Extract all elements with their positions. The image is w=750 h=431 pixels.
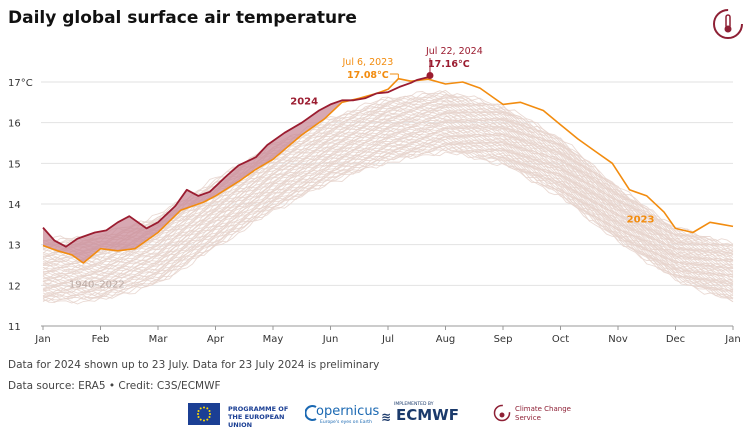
x-tick-label: Apr bbox=[207, 334, 225, 345]
series-2024-line bbox=[42, 74, 431, 248]
annotation-2023-date: Jul 6, 2023 bbox=[342, 57, 394, 68]
historical-year-line bbox=[42, 124, 734, 280]
historical-year-line bbox=[42, 130, 734, 289]
difference-fill bbox=[43, 77, 429, 263]
series-2024-label: 2024 bbox=[290, 96, 318, 107]
ecmwf-implemented-by: IMPLEMENTED BY bbox=[394, 402, 434, 407]
axis-ticks: 11 12 13 14 15 16 17°C Jan Feb Mar Apr May Jun Jul Aug… bbox=[8, 78, 741, 345]
historical-year-line bbox=[42, 138, 734, 296]
note-preliminary: Data for 2024 shown up to 23 July. Data … bbox=[8, 359, 380, 371]
series-2023-label: 2023 bbox=[627, 214, 655, 225]
c3s-logo-icon bbox=[493, 404, 511, 422]
historical-year-line bbox=[43, 91, 734, 245]
chart-area: 1940–2022 2023 2024 Jul 6, 2023 17.08°C Jul 2… bbox=[8, 46, 741, 345]
note-source: Data source: ERA5 • Credit: C3S/ECMWF bbox=[8, 380, 221, 392]
historical-year-line bbox=[42, 140, 734, 293]
copernicus-mark-icon bbox=[305, 405, 317, 421]
x-tick-label: May bbox=[263, 334, 284, 345]
y-tick-label: 12 bbox=[8, 281, 21, 292]
c3s-logo-text: Climate Change Service bbox=[515, 405, 571, 422]
thermometer-logo-icon bbox=[713, 9, 743, 39]
x-tick-label: Jun bbox=[322, 334, 339, 345]
historical-year-line bbox=[42, 143, 734, 299]
historical-year-line bbox=[42, 120, 734, 274]
y-tick-label: 15 bbox=[8, 159, 21, 170]
historical-year-line bbox=[42, 111, 734, 269]
x-tick-label: Aug bbox=[436, 334, 456, 345]
x-tick-label: Mar bbox=[149, 334, 169, 345]
x-tick-label: Nov bbox=[608, 334, 628, 345]
eu-programme-text: PROGRAMME OF THE EUROPEAN UNION bbox=[228, 405, 289, 429]
x-tick-label: Jan bbox=[724, 334, 740, 345]
footer-logos: PROGRAMME OF THE EUROPEAN UNION opernicu… bbox=[188, 401, 571, 429]
y-tick-label: 17°C bbox=[8, 78, 33, 89]
copernicus-tagline: Europe's eyes on Earth bbox=[320, 420, 372, 425]
ecmwf-mark-icon: ≋ bbox=[381, 410, 392, 424]
x-tick-label: Dec bbox=[666, 334, 685, 345]
historical-year-line bbox=[42, 109, 734, 267]
annotation-2024-date: Jul 22, 2024 bbox=[425, 46, 483, 57]
difference-2024-2023-fill bbox=[43, 77, 429, 263]
historical-range-label: 1940–2022 bbox=[69, 279, 125, 290]
historical-year-line bbox=[42, 90, 734, 247]
y-tick-label: 14 bbox=[8, 200, 21, 211]
annotation-2023-value: 17.08°C bbox=[347, 70, 389, 81]
x-tick-label: Feb bbox=[92, 334, 110, 345]
series-labels: 1940–2022 2023 2024 Jul 6, 2023 17.08°C Jul 2… bbox=[69, 46, 655, 290]
x-tick-label: Jul bbox=[381, 334, 394, 345]
ecmwf-logo-text: ECMWF bbox=[396, 406, 459, 424]
historical-year-line bbox=[42, 123, 734, 283]
x-tick-label: Oct bbox=[552, 334, 569, 345]
eu-flag-icon bbox=[188, 403, 220, 425]
chart-title: Daily global surface air temperature bbox=[8, 8, 357, 28]
series-2024-endpoint bbox=[426, 71, 434, 79]
y-tick-label: 11 bbox=[8, 322, 21, 333]
x-tick-label: Jan bbox=[34, 334, 50, 345]
y-tick-label: 13 bbox=[8, 241, 21, 252]
annotation-2024-value: 17.16°C bbox=[428, 59, 470, 70]
copernicus-logo-text: opernicus bbox=[316, 404, 380, 419]
y-tick-label: 16 bbox=[8, 119, 21, 130]
x-tick-label: Sep bbox=[494, 334, 513, 345]
